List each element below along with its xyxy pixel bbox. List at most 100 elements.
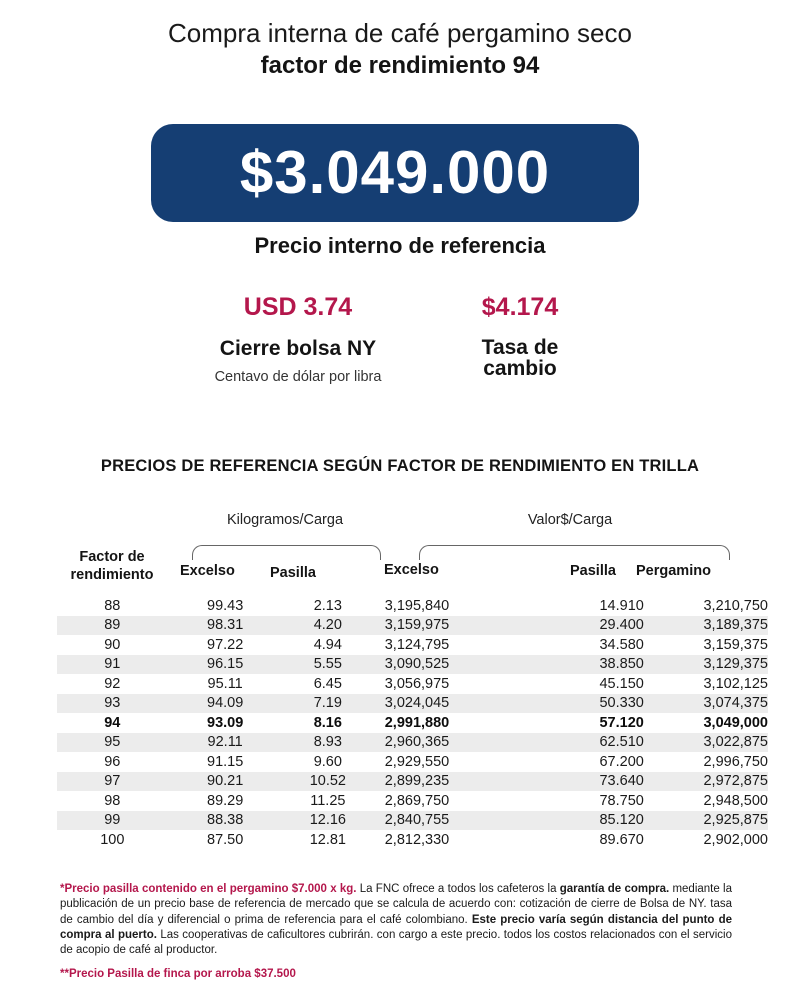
cell-pasilla-value: 14.910	[599, 597, 644, 614]
cell-pergamino: 3,189,375	[643, 615, 768, 635]
ny-close-label: Cierre bolsa NY	[219, 337, 377, 360]
cell-pasilla-value: 57.120	[599, 714, 644, 731]
table-row: 93 94.09 7.19 3,024,045 50.330 3,074,375	[57, 693, 768, 713]
cell-pasilla-kg: 6.45	[313, 675, 342, 692]
ny-close-sublabel: Centavo de dólar por libra	[214, 369, 382, 385]
cell-pergamino: 2,925,875	[643, 810, 768, 830]
cell-pergamino: 3,074,375	[643, 693, 768, 713]
title-line-1: Compra interna de café pergamino seco	[168, 18, 632, 48]
cell-excelso-value: 2,899,235	[372, 771, 461, 791]
group-header-value: Valor$/Carga	[527, 512, 613, 528]
header-pergamino: Pergamino	[636, 563, 711, 579]
cell-factor: 91	[57, 654, 168, 674]
cell-pasilla-value: 73.640	[461, 771, 644, 791]
price-label: Precio interno de referencia	[254, 233, 546, 258]
table-row: 98 89.29 11.25 2,869,750 78.750 2,948,500	[57, 791, 768, 811]
group-brace-kg	[192, 545, 381, 560]
header-factor-line1: Factor de	[79, 549, 145, 565]
cell-factor: 96	[104, 753, 121, 770]
price-table-body: 88 99.43 2.13 3,195,840 14.910 3,210,750 89 98.…	[57, 596, 768, 850]
cell-excelso-kg: 94.09	[167, 693, 283, 713]
footnote-1-bold-1: garantía de compra.	[559, 883, 670, 895]
table-row: 100 87.50 12.81 2,812,330 89.670 2,902,000	[57, 830, 768, 850]
table-row: 97 90.21 10.52 2,899,235 73.640 2,972,875	[57, 771, 768, 791]
cell-excelso-kg: 96.15	[167, 654, 283, 674]
cell-excelso-kg: 95.11	[207, 675, 243, 692]
cell-excelso-kg: 92.11	[167, 732, 283, 752]
cell-pasilla-value: 85.120	[461, 810, 644, 830]
cell-pergamino: 3,102,125	[703, 675, 768, 692]
cell-excelso-kg: 88.38	[167, 810, 283, 830]
cell-pergamino: 2,996,750	[703, 753, 768, 770]
cell-excelso-kg: 89.29	[207, 792, 244, 809]
cell-excelso-kg: 97.22	[207, 636, 244, 653]
footnote-1-text-c: Las cooperativas de caficultores cubrirá…	[60, 928, 732, 957]
cell-excelso-kg: 90.21	[167, 771, 283, 791]
cell-pergamino: 2,972,875	[643, 771, 768, 791]
cell-pasilla-kg: 8.16	[313, 714, 342, 731]
cell-excelso-kg: 87.50	[207, 831, 244, 848]
cell-pasilla-value: 62.510	[461, 732, 644, 752]
cell-pasilla-kg: 10.52	[282, 771, 373, 791]
cell-pergamino: 3,049,000	[703, 714, 768, 731]
cell-pasilla-kg: 11.25	[310, 792, 346, 809]
table-row: 92 95.11 6.45 3,056,975 45.150 3,102,125	[57, 674, 768, 694]
cell-pasilla-value: 38.850	[461, 654, 644, 674]
cell-factor: 93	[57, 693, 168, 713]
cell-pasilla-kg: 7.19	[282, 693, 373, 713]
cell-excelso-value: 3,090,525	[372, 654, 461, 674]
table-row: 95 92.11 8.93 2,960,365 62.510 3,022,875	[57, 732, 768, 752]
header-factor-line2: rendimiento	[70, 567, 154, 583]
footnote-2: **Precio Pasilla de finca por arroba $37…	[60, 968, 296, 980]
cell-pasilla-kg: 8.93	[282, 732, 373, 752]
cell-excelso-kg: 93.09	[207, 714, 244, 731]
exchange-rate-label-line1: Tasa de	[481, 336, 559, 359]
header-excelso-value: Excelso	[384, 562, 439, 578]
cell-pasilla-kg: 2.13	[313, 597, 342, 614]
cell-pergamino: 3,159,375	[703, 636, 768, 653]
cell-excelso-value: 2,812,330	[384, 831, 450, 848]
cell-factor: 94	[104, 714, 121, 731]
cell-excelso-value: 2,869,750	[384, 792, 450, 809]
cell-pergamino: 2,902,000	[703, 831, 768, 848]
cell-pergamino: 3,129,375	[643, 654, 768, 674]
cell-factor: 90	[104, 636, 121, 653]
footnote-1-text-a: La FNC ofrece a todos los cafeteros la	[356, 883, 560, 895]
cell-factor: 97	[57, 771, 168, 791]
header-pasilla-kg: Pasilla	[270, 565, 316, 581]
cell-pasilla-kg: 12.81	[309, 831, 346, 848]
cell-excelso-value: 2,929,550	[384, 753, 450, 770]
cell-factor: 92	[104, 675, 121, 692]
ny-close-value: USD 3.74	[243, 293, 353, 321]
exchange-rate-label: Tasa de cambio	[455, 337, 585, 379]
cell-excelso-kg: 91.15	[207, 753, 244, 770]
table-row: 96 91.15 9.60 2,929,550 67.200 2,996,750	[57, 752, 768, 772]
cell-pergamino: 2,948,500	[703, 792, 768, 809]
title-line-2: factor de rendimiento 94	[260, 52, 540, 79]
cell-pasilla-kg: 5.55	[282, 654, 373, 674]
cell-factor: 95	[57, 732, 168, 752]
header-factor: Factor de rendimiento	[57, 548, 167, 584]
table-row: 94 93.09 8.16 2,991,880 57.120 3,049,000	[57, 713, 768, 733]
cell-pasilla-kg: 9.60	[313, 753, 342, 770]
cell-pasilla-value: 67.200	[599, 753, 644, 770]
cell-pasilla-value: 50.330	[461, 693, 644, 713]
footnote-1-text-b: mediante la publicación de un precio bas…	[60, 883, 732, 926]
price-table: 88 99.43 2.13 3,195,840 14.910 3,210,750 89 98.…	[57, 596, 768, 850]
cell-factor: 98	[104, 792, 121, 809]
cell-pasilla-value: 45.150	[599, 675, 644, 692]
cell-excelso-value: 2,840,755	[372, 810, 461, 830]
table-row: 88 99.43 2.13 3,195,840 14.910 3,210,750	[57, 596, 768, 616]
header-excelso-kg: Excelso	[180, 563, 235, 579]
footnote-1: *Precio pasilla contenido en el pergamin…	[60, 882, 732, 958]
table-row: 89 98.31 4.20 3,159,975 29.400 3,189,375	[57, 615, 768, 635]
table-title: PRECIOS DE REFERENCIA SEGÚN FACTOR DE RE…	[100, 457, 700, 475]
cell-excelso-kg: 98.31	[167, 615, 283, 635]
cell-excelso-value: 3,195,840	[384, 597, 450, 614]
cell-excelso-value: 2,991,880	[384, 714, 450, 731]
price-banner: $3.049.000	[151, 124, 639, 222]
cell-pasilla-value: 78.750	[599, 792, 644, 809]
cell-factor: 88	[104, 597, 121, 614]
cell-pasilla-kg: 12.16	[282, 810, 373, 830]
footnote-1-bold-2: Este precio varía según distancia del pu…	[60, 913, 732, 941]
